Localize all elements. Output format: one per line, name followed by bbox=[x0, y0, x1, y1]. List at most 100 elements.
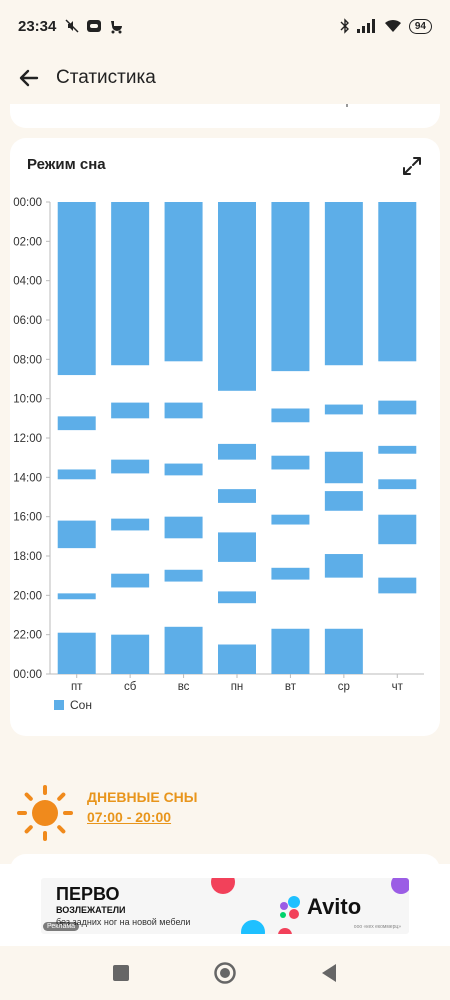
y-tick-label: 20:00 bbox=[13, 590, 42, 602]
sleep-bar bbox=[164, 202, 203, 362]
previous-card-edge bbox=[10, 104, 440, 128]
y-tick-label: 00:00 bbox=[13, 669, 42, 681]
triangle-back-icon bbox=[322, 964, 336, 982]
sleep-bar bbox=[57, 416, 96, 431]
sleep-bar bbox=[218, 489, 256, 503]
ad-subline: без задних ног на новой мебели bbox=[56, 917, 191, 927]
sleep-bar bbox=[164, 626, 203, 674]
sleep-bar bbox=[324, 628, 363, 674]
signal-icon bbox=[356, 19, 375, 33]
mute-icon bbox=[65, 19, 79, 33]
bluetooth-icon bbox=[340, 18, 349, 34]
sleep-bar bbox=[271, 455, 310, 470]
y-tick-label: 10:00 bbox=[13, 394, 42, 406]
sleep-bar bbox=[57, 469, 96, 480]
expand-button[interactable] bbox=[400, 154, 424, 178]
sleep-bar bbox=[378, 202, 417, 362]
page-title: Статистика bbox=[56, 67, 156, 88]
sleep-bar bbox=[271, 202, 310, 372]
sleep-bar bbox=[271, 567, 310, 580]
y-tick-label: 02:00 bbox=[13, 236, 42, 248]
sleep-bar bbox=[218, 644, 256, 674]
card-title: Режим сна bbox=[27, 156, 106, 173]
ad-decoration bbox=[211, 878, 409, 934]
circle-icon bbox=[214, 962, 236, 984]
x-tick-label: вт bbox=[285, 681, 297, 693]
sleep-mode-card: 00:00 02:00 04:00 06:00 08:00 10:00 12:00 14:00… bbox=[10, 138, 440, 736]
y-tick-label: 00:00 bbox=[13, 197, 42, 209]
sleep-bar bbox=[324, 554, 363, 578]
sleep-bar bbox=[378, 479, 417, 490]
sleep-bar bbox=[324, 451, 363, 484]
sleep-bar bbox=[111, 573, 150, 588]
arrow-back-icon bbox=[19, 69, 39, 87]
fullscreen-icon bbox=[403, 157, 421, 175]
stroller-icon bbox=[111, 21, 123, 34]
sleep-bar bbox=[324, 491, 363, 511]
ad-fine-print: ооо «кех екоммерц» bbox=[353, 924, 401, 930]
battery-indicator: 94 bbox=[408, 18, 432, 34]
y-tick-label: 04:00 bbox=[13, 276, 42, 288]
status-time: 23:34 bbox=[18, 17, 57, 35]
back-button[interactable] bbox=[14, 63, 44, 93]
sleep-bar bbox=[271, 408, 310, 423]
day-sleep-section: ДНЕВНЫЕ СНЫ 07:00 - 20:00 bbox=[16, 782, 436, 842]
home-button[interactable] bbox=[213, 961, 237, 985]
y-tick-label: 08:00 bbox=[13, 354, 42, 366]
sleep-bar bbox=[57, 593, 96, 600]
sleep-bar bbox=[164, 402, 203, 419]
chart-legend: Сон bbox=[54, 698, 92, 712]
y-tick-label: 16:00 bbox=[13, 512, 42, 524]
sleep-bar bbox=[218, 591, 256, 604]
x-tick-label: сб bbox=[124, 681, 137, 693]
square-icon bbox=[113, 965, 129, 981]
ad-banner[interactable]: ПЕРВО ВОЗЛЕЖАТЕЛИ без задних ног на ново… bbox=[41, 878, 409, 934]
sleep-bar bbox=[57, 202, 96, 376]
sleep-bar bbox=[57, 632, 96, 674]
status-notification-icons bbox=[64, 18, 124, 34]
sun-icon bbox=[17, 785, 73, 841]
sleep-bar bbox=[271, 628, 310, 674]
sleep-bar bbox=[164, 569, 203, 582]
sleep-bar bbox=[111, 459, 150, 474]
y-tick-label: 18:00 bbox=[13, 551, 42, 563]
legend-label: Сон bbox=[70, 698, 92, 712]
sleep-bar bbox=[378, 445, 417, 454]
sleep-bar bbox=[378, 400, 417, 415]
x-tick-label: вс bbox=[178, 681, 190, 693]
x-tick-label: чт bbox=[392, 681, 404, 693]
y-tick-label: 06:00 bbox=[13, 315, 42, 327]
system-nav-bar bbox=[0, 946, 450, 1000]
sleep-bar bbox=[111, 634, 150, 674]
legend-swatch bbox=[54, 700, 64, 710]
day-sleep-title: ДНЕВНЫЕ СНЫ bbox=[87, 789, 198, 805]
ad-label: Реклама bbox=[43, 922, 80, 931]
sleep-bar bbox=[111, 518, 150, 531]
day-sleep-time-link[interactable]: 07:00 - 20:00 bbox=[87, 809, 172, 825]
status-system-icons: 94 bbox=[340, 18, 432, 34]
ad-advertiser-logo: Avito bbox=[277, 894, 361, 920]
sleep-bar bbox=[164, 516, 203, 539]
x-tick-label: ср bbox=[338, 681, 350, 693]
back-nav-button[interactable] bbox=[317, 961, 341, 985]
app-notification-icon bbox=[87, 20, 102, 32]
x-tick-label: пт bbox=[71, 681, 83, 693]
wifi-icon bbox=[384, 19, 401, 32]
sleep-bar bbox=[218, 443, 256, 460]
status-bar: 23:34 94 bbox=[0, 0, 450, 52]
sleep-bar bbox=[378, 577, 417, 594]
sleep-bar bbox=[378, 514, 417, 545]
sleep-bar bbox=[164, 463, 203, 476]
x-tick-label: пн bbox=[231, 681, 244, 693]
sleep-bar bbox=[324, 202, 363, 366]
y-tick-label: 12:00 bbox=[13, 433, 42, 445]
y-tick-label: 14:00 bbox=[13, 472, 42, 484]
sleep-bar bbox=[218, 202, 256, 391]
sleep-bar bbox=[111, 202, 150, 366]
y-tick-label: 22:00 bbox=[13, 630, 42, 642]
sleep-bar bbox=[324, 404, 363, 415]
ad-brand: ПЕРВО bbox=[56, 884, 120, 904]
app-bar: Статистика bbox=[0, 52, 450, 104]
recents-button[interactable] bbox=[109, 961, 133, 985]
sleep-bar bbox=[111, 402, 150, 419]
